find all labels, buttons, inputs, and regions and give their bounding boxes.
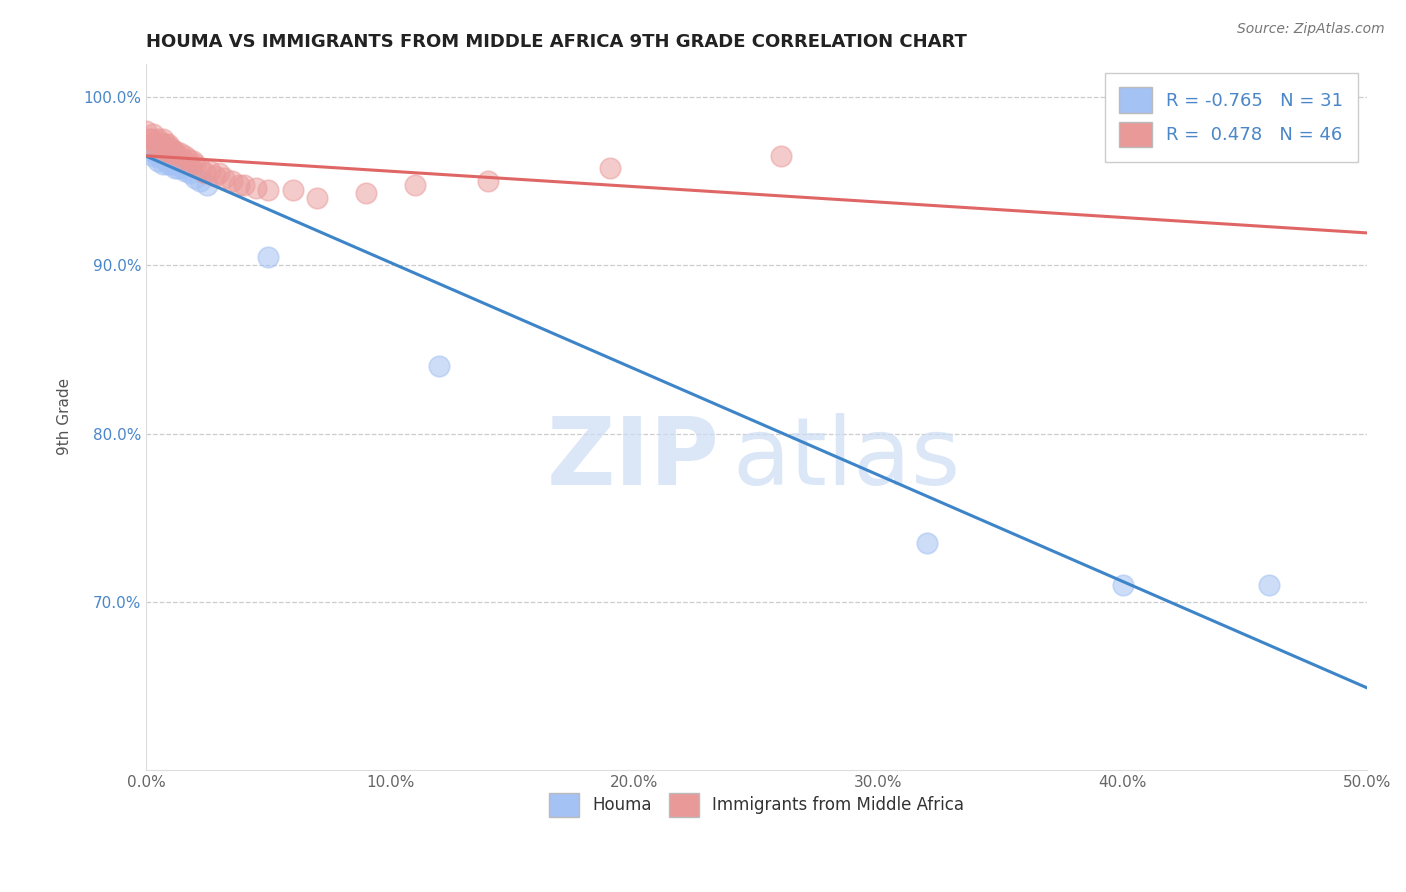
- Text: atlas: atlas: [733, 413, 960, 505]
- Point: [159, 153, 181, 167]
- Point: [257, 183, 280, 197]
- Point: [152, 132, 174, 146]
- Point: [139, 144, 162, 158]
- Point: [172, 153, 194, 167]
- Point: [157, 144, 180, 158]
- Point: [599, 161, 621, 175]
- Point: [159, 145, 181, 160]
- Point: [208, 166, 231, 180]
- Point: [174, 149, 197, 163]
- Point: [167, 149, 190, 163]
- Point: [184, 170, 207, 185]
- Point: [165, 147, 187, 161]
- Point: [155, 144, 177, 158]
- Point: [477, 174, 499, 188]
- Point: [169, 145, 191, 160]
- Point: [188, 161, 211, 175]
- Point: [179, 166, 201, 180]
- Point: [155, 153, 177, 167]
- Point: [427, 359, 450, 374]
- Point: [148, 140, 170, 154]
- Point: [194, 166, 217, 180]
- Point: [1258, 578, 1281, 592]
- Point: [142, 149, 165, 163]
- Point: [769, 149, 792, 163]
- Text: ZIP: ZIP: [547, 413, 720, 505]
- Point: [181, 154, 204, 169]
- Point: [305, 191, 328, 205]
- Text: Source: ZipAtlas.com: Source: ZipAtlas.com: [1237, 22, 1385, 37]
- Point: [195, 178, 218, 192]
- Point: [157, 157, 180, 171]
- Point: [165, 157, 187, 171]
- Point: [139, 137, 162, 152]
- Point: [281, 183, 304, 197]
- Point: [167, 161, 190, 175]
- Point: [157, 137, 180, 152]
- Point: [148, 132, 170, 146]
- Point: [148, 149, 170, 163]
- Point: [184, 157, 207, 171]
- Point: [152, 153, 174, 167]
- Point: [257, 250, 280, 264]
- Point: [159, 140, 181, 154]
- Point: [204, 169, 226, 184]
- Point: [139, 132, 162, 146]
- Point: [155, 137, 177, 152]
- Point: [165, 144, 187, 158]
- Point: [404, 178, 426, 192]
- Point: [162, 144, 184, 158]
- Point: [917, 536, 939, 550]
- Point: [169, 157, 191, 171]
- Point: [135, 124, 157, 138]
- Point: [149, 136, 172, 150]
- Point: [148, 154, 170, 169]
- Point: [172, 161, 194, 175]
- Point: [221, 174, 243, 188]
- Point: [354, 186, 377, 200]
- Point: [1111, 578, 1133, 592]
- Y-axis label: 9th Grade: 9th Grade: [58, 378, 72, 455]
- Point: [159, 157, 181, 171]
- Point: [152, 140, 174, 154]
- Point: [245, 181, 267, 195]
- Point: [165, 161, 187, 175]
- Legend: Houma, Immigrants from Middle Africa: Houma, Immigrants from Middle Africa: [541, 785, 972, 825]
- Point: [138, 139, 160, 153]
- Point: [198, 164, 221, 178]
- Point: [188, 174, 211, 188]
- Point: [174, 164, 197, 178]
- Point: [155, 144, 177, 158]
- Point: [145, 140, 167, 154]
- Point: [214, 170, 236, 185]
- Point: [232, 178, 254, 192]
- Point: [179, 157, 201, 171]
- Point: [228, 178, 250, 192]
- Point: [149, 145, 172, 160]
- Point: [145, 137, 167, 152]
- Point: [162, 154, 184, 169]
- Point: [138, 132, 160, 146]
- Point: [152, 157, 174, 171]
- Point: [157, 149, 180, 163]
- Text: HOUMA VS IMMIGRANTS FROM MIDDLE AFRICA 9TH GRADE CORRELATION CHART: HOUMA VS IMMIGRANTS FROM MIDDLE AFRICA 9…: [146, 33, 967, 51]
- Point: [142, 127, 165, 141]
- Point: [176, 153, 198, 167]
